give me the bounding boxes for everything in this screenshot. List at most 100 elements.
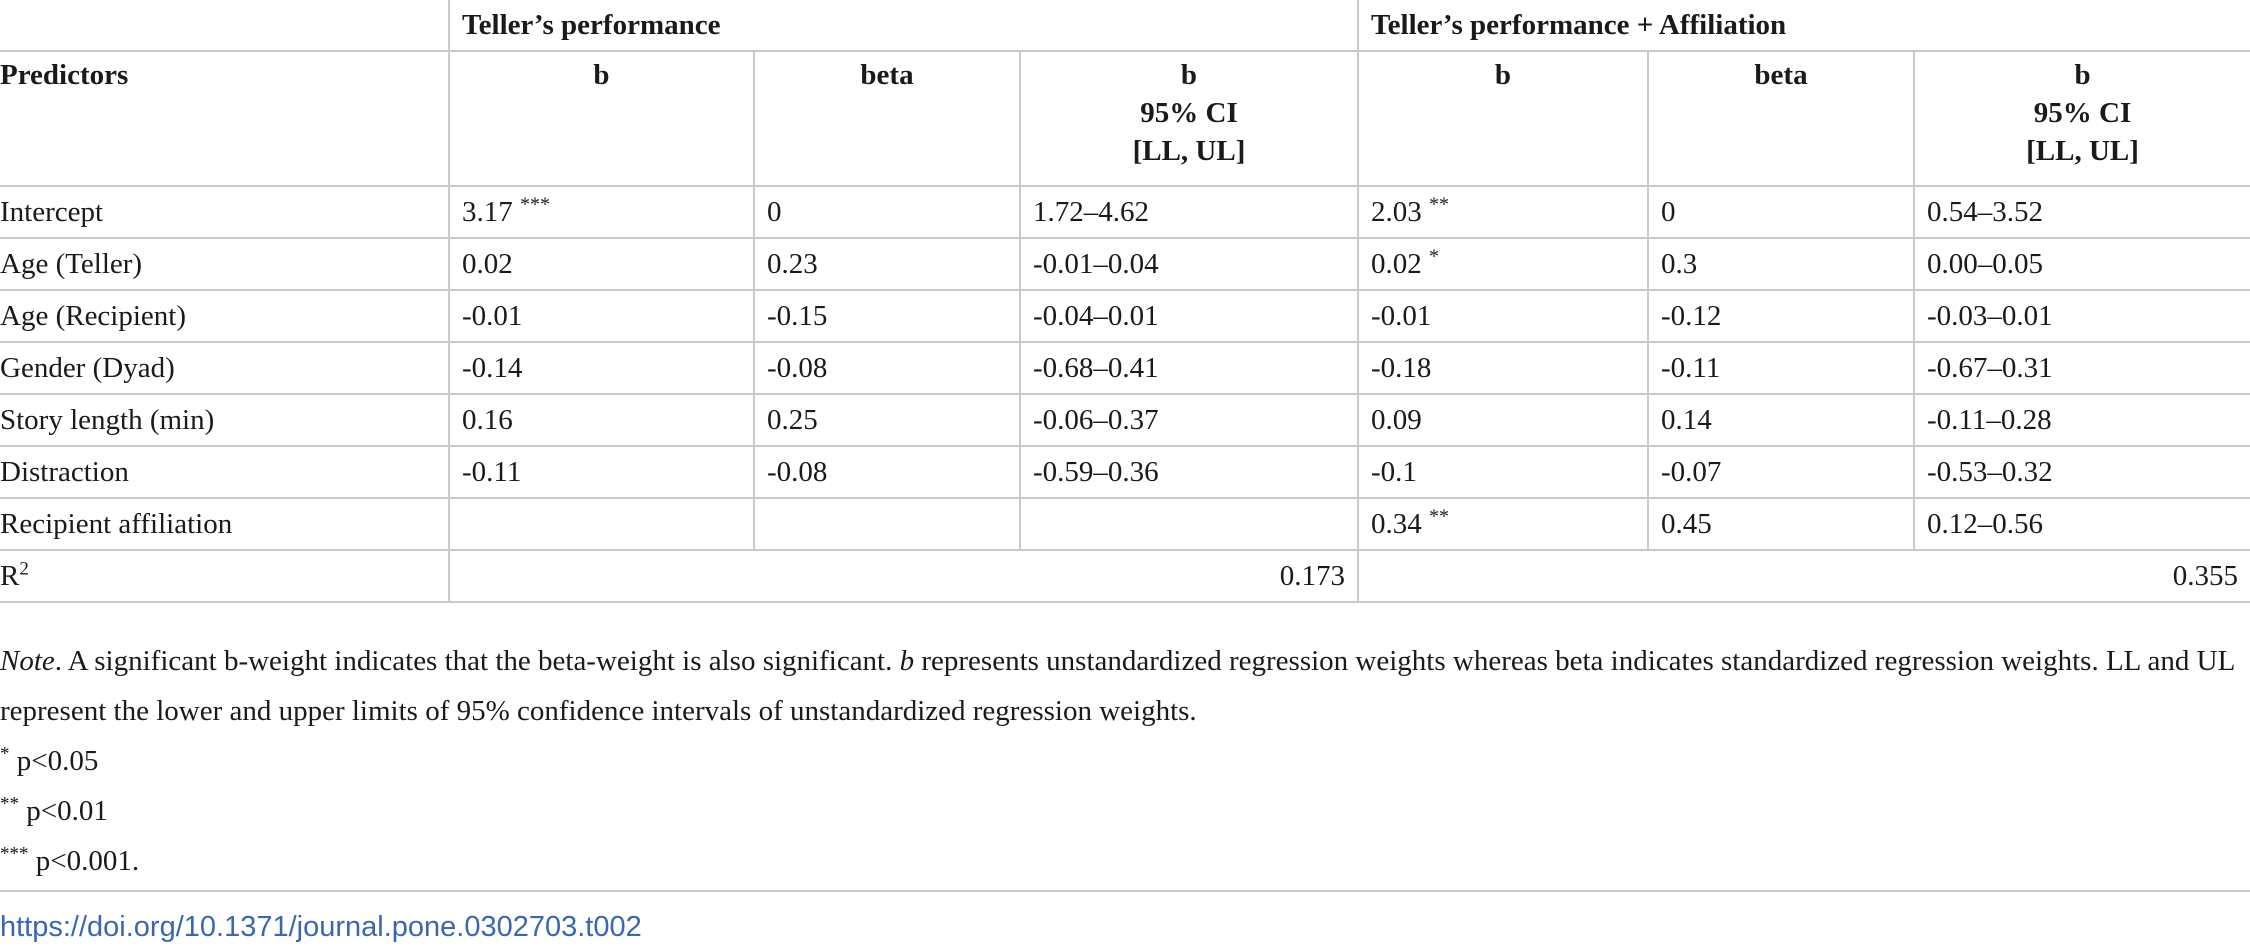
m1-b-cell: -0.14 xyxy=(448,341,755,395)
r-squared-letter: R xyxy=(0,560,20,592)
sig-text: p<0.001. xyxy=(28,845,140,877)
predictor-name: Intercept xyxy=(0,185,450,239)
m2-b-cell: 0.09 xyxy=(1357,393,1649,447)
m2-beta-header: beta xyxy=(1647,50,1915,187)
m1-ci-cell: 1.72–4.62 xyxy=(1019,185,1359,239)
ci-header-line1: b xyxy=(1180,59,1198,91)
significance-stars: ** xyxy=(1429,193,1449,216)
r-squared-row: R2 0.173 0.355 xyxy=(0,549,2250,603)
predictor-name: Distraction xyxy=(0,445,450,499)
predictors-header: Predictors xyxy=(0,50,450,187)
m1-ci-cell: -0.04–0.01 xyxy=(1019,289,1359,343)
regression-table: Teller’s performance Teller’s performanc… xyxy=(0,0,2250,603)
m1-b-cell: 3.17 *** xyxy=(448,185,755,239)
m1-ci-cell: -0.01–0.04 xyxy=(1019,237,1359,291)
m1-beta-cell: -0.08 xyxy=(753,341,1021,395)
note-text-part2: represents unstandardized regression wei… xyxy=(0,645,2235,727)
predictor-name: Story length (min) xyxy=(0,393,450,447)
table-row: Gender (Dyad) -0.14 -0.08 -0.68–0.41 -0.18 … xyxy=(0,341,2250,395)
significance-stars: * xyxy=(1429,245,1439,268)
ci-header-line1: b xyxy=(2074,59,2091,91)
m2-ci-cell: -0.03–0.01 xyxy=(1912,289,2250,343)
r-squared-superscript: 2 xyxy=(19,558,29,580)
m2-beta-cell: -0.11 xyxy=(1647,341,1915,395)
sig-note-3: *** p<0.001. xyxy=(0,836,2250,886)
m2-beta-cell: 0 xyxy=(1647,185,1915,239)
sig-stars: * xyxy=(0,743,10,765)
group-header-row: Teller’s performance Teller’s performanc… xyxy=(0,0,2250,52)
m2-beta-cell: -0.12 xyxy=(1647,289,1915,343)
m2-b-cell: -0.1 xyxy=(1357,445,1649,499)
r-squared-label: R2 xyxy=(0,549,450,603)
m1-beta-cell: -0.08 xyxy=(753,445,1021,499)
m2-ci-cell: -0.53–0.32 xyxy=(1912,445,2250,499)
m1-ci-header: b 95% CI [LL, UL] xyxy=(1019,50,1359,187)
m1-ci-cell: -0.59–0.36 xyxy=(1019,445,1359,499)
m2-b-header: b xyxy=(1357,50,1649,187)
m1-b-cell: -0.01 xyxy=(448,289,755,343)
b-value: 0.02 xyxy=(1371,248,1422,280)
b-value: 2.03 xyxy=(1371,196,1422,228)
m2-b-cell: -0.01 xyxy=(1357,289,1649,343)
table-row: Story length (min) 0.16 0.25 -0.06–0.37 0.0… xyxy=(0,393,2250,447)
note-b-italic: b xyxy=(899,645,915,677)
table-row: Intercept 3.17 *** 0 1.72–4.62 2.03 ** 0 0.54–… xyxy=(0,185,2250,239)
b-value: 0.34 xyxy=(1371,508,1422,540)
table-row: Age (Recipient) -0.01 -0.15 -0.04–0.01 -0.0… xyxy=(0,289,2250,343)
doi-link[interactable]: https://doi.org/10.1371/journal.pone.030… xyxy=(0,911,642,943)
m1-beta-cell xyxy=(753,497,1021,551)
predictor-name: Age (Teller) xyxy=(0,237,450,291)
m1-b-header: b xyxy=(448,50,755,187)
sig-text: p<0.01 xyxy=(19,795,108,827)
b-value: 0.16 xyxy=(462,404,513,436)
table-notes: Note. A significant b-weight indicates t… xyxy=(0,636,2250,886)
r-squared-model2: 0.355 xyxy=(1356,549,2250,603)
sig-stars: *** xyxy=(0,843,29,865)
b-value: 0.09 xyxy=(1371,404,1422,436)
table-row: Age (Teller) 0.02 0.23 -0.01–0.04 0.02 * 0.3… xyxy=(0,237,2250,291)
sig-stars: ** xyxy=(0,793,19,815)
sig-note-1: * p<0.05 xyxy=(0,736,2250,786)
b-value: 0.02 xyxy=(462,248,513,280)
significance-stars: ** xyxy=(1429,505,1449,528)
m2-ci-cell: -0.11–0.28 xyxy=(1912,393,2250,447)
b-value: -0.18 xyxy=(1371,352,1432,384)
table-row: Recipient affiliation 0.34 ** 0.45 0.12–0.… xyxy=(0,497,2250,551)
ci-header-line3: [LL, UL] xyxy=(1132,135,1246,167)
note-paragraph: Note. A significant b-weight indicates t… xyxy=(0,636,2250,736)
b-value: -0.01 xyxy=(1371,300,1432,332)
m2-ci-cell: 0.12–0.56 xyxy=(1912,497,2250,551)
ci-header-line2: 95% CI xyxy=(1140,97,1238,129)
group-header-model2: Teller’s performance + Affiliation xyxy=(1356,0,2250,52)
m1-beta-cell: 0.23 xyxy=(753,237,1021,291)
r-squared-model1: 0.173 xyxy=(448,549,1359,603)
predictor-name: Gender (Dyad) xyxy=(0,341,450,395)
significance-stars: *** xyxy=(520,193,550,216)
m1-beta-cell: 0.25 xyxy=(753,393,1021,447)
sig-text: p<0.05 xyxy=(9,745,99,777)
b-value: -0.01 xyxy=(462,300,523,332)
b-value: -0.11 xyxy=(462,456,522,488)
column-header-row: Predictors b beta b 95% CI [LL, UL] b be… xyxy=(0,50,2250,187)
empty-corner-cell xyxy=(0,0,450,52)
m1-ci-cell: -0.68–0.41 xyxy=(1019,341,1359,395)
m1-b-cell xyxy=(448,497,755,551)
m2-beta-cell: 0.3 xyxy=(1647,237,1915,291)
m2-b-cell: -0.18 xyxy=(1357,341,1649,395)
m2-ci-cell: 0.00–0.05 xyxy=(1912,237,2250,291)
ci-header-line2: 95% CI xyxy=(2033,97,2132,129)
m2-beta-cell: 0.45 xyxy=(1647,497,1915,551)
m2-ci-cell: 0.54–3.52 xyxy=(1912,185,2250,239)
b-value: 3.17 xyxy=(462,196,513,228)
m1-b-cell: 0.02 xyxy=(448,237,755,291)
m2-beta-cell: 0.14 xyxy=(1647,393,1915,447)
m2-b-cell: 0.02 * xyxy=(1357,237,1649,291)
m1-ci-cell: -0.06–0.37 xyxy=(1019,393,1359,447)
m1-beta-header: beta xyxy=(753,50,1021,187)
group-header-model1: Teller’s performance xyxy=(448,0,1359,52)
m2-b-cell: 0.34 ** xyxy=(1357,497,1649,551)
m2-ci-header: b 95% CI [LL, UL] xyxy=(1912,50,2250,187)
table-row: Distraction -0.11 -0.08 -0.59–0.36 -0.1 -0.… xyxy=(0,445,2250,499)
ci-header-line3: [LL, UL] xyxy=(2026,135,2139,167)
